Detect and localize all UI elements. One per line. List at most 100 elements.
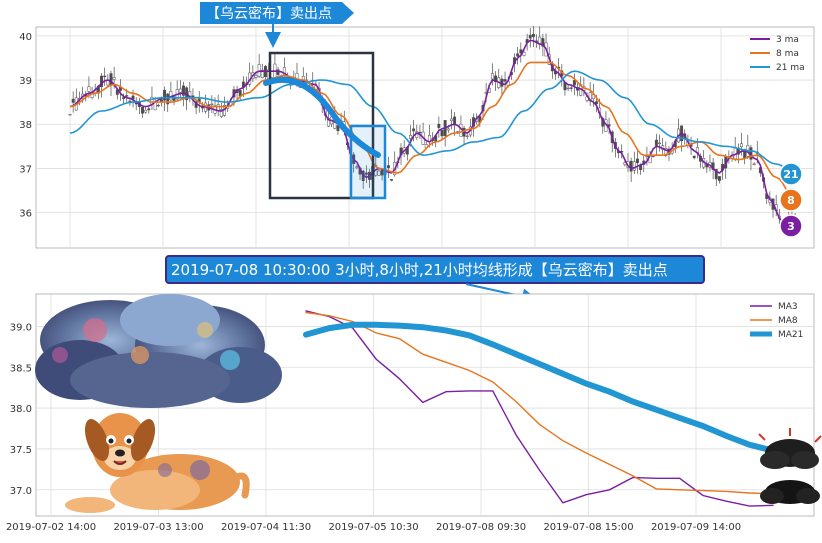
candle-body	[257, 64, 261, 77]
top-legend-label: 3 ma	[776, 35, 799, 45]
candle-body	[595, 101, 598, 105]
top-banner-shape	[200, 2, 354, 24]
candle-body	[531, 34, 535, 38]
bottom-banner-shape	[165, 255, 705, 284]
bottom-x-axis: 2019-07-02 14:00 2019-07-03 13:00 2019-07-…	[6, 522, 741, 533]
candle-body	[465, 135, 469, 137]
top-y-axis: 36 37 38 39 40	[19, 32, 32, 220]
badge-21	[779, 162, 803, 186]
candle-body	[516, 53, 520, 57]
candle-body	[717, 176, 721, 181]
bottom-y-tick-label: 37.5	[10, 445, 32, 456]
candle-body	[166, 93, 170, 105]
candle-body	[494, 75, 498, 83]
bottom-legend-label: MA8	[778, 316, 798, 326]
candle-body	[147, 108, 151, 111]
candle-body	[636, 158, 639, 164]
candle-body	[141, 106, 144, 114]
badge-21-label: 21	[783, 168, 798, 181]
candle-body	[163, 89, 167, 101]
top-legend: 3 ma 8 ma 21 ma	[750, 35, 805, 73]
candle-body	[260, 69, 264, 78]
candle-body	[446, 128, 450, 131]
candle-body	[71, 98, 75, 103]
bottom-x-tick-label: 2019-07-08 09:30	[436, 522, 526, 533]
bottom-legend-label: MA21	[778, 330, 803, 340]
candle-body	[490, 73, 494, 80]
candle-body	[390, 179, 394, 181]
top-legend-label: 8 ma	[776, 49, 799, 59]
top-price-panel: 36 37 38 39 40 【乌云密布】卖出点 3 ma 8 ma 21 ma 21 8	[19, 2, 815, 249]
bottom-line-ma8	[305, 311, 774, 495]
bottom-line-ma21	[303, 321, 776, 454]
candle-body	[412, 128, 416, 132]
candle-body	[125, 95, 129, 97]
candle-body	[740, 143, 743, 148]
top-ma-lines	[69, 39, 796, 223]
top-plot-frame	[35, 26, 815, 249]
bottom-legend-label: MA3	[778, 302, 798, 312]
candle-body	[450, 118, 453, 122]
candle-body	[87, 86, 91, 92]
top-line-ma21	[69, 70, 796, 174]
candle-body	[522, 51, 526, 56]
dog-icon	[65, 413, 250, 513]
top-y-tick-label: 36	[19, 209, 32, 220]
top-y-tick-label: 39	[19, 76, 32, 87]
candle-body	[664, 148, 668, 156]
candle-body	[566, 87, 570, 90]
top-y-tick-label: 37	[19, 164, 32, 175]
top-gridlines	[36, 27, 814, 248]
candle-body	[418, 131, 422, 134]
candle-body	[569, 87, 573, 89]
candle-body	[714, 169, 718, 180]
bottom-y-tick-label: 39.0	[10, 322, 32, 333]
candle-body	[692, 155, 696, 159]
bottom-x-tick-label: 2019-07-03 13:00	[113, 522, 203, 533]
candle-body	[172, 96, 176, 101]
candle-body	[122, 97, 126, 99]
candle-body	[629, 160, 633, 172]
bottom-banner: 2019-07-08 10:30:00 3小时,8小时,21小时均线形成【乌云密…	[165, 255, 705, 305]
candle-body	[632, 161, 636, 171]
candle-body	[254, 75, 258, 78]
storm-cloud-icon	[35, 294, 282, 408]
bottom-x-tick-label: 2019-07-02 14:00	[6, 522, 96, 533]
candle-body	[156, 104, 160, 107]
emphasis-trend-line	[263, 76, 381, 158]
bottom-ma-lines	[303, 310, 776, 507]
bottom-x-tick-label: 2019-07-08 15:00	[543, 522, 633, 533]
candle-body	[219, 109, 223, 117]
candle-body	[572, 80, 576, 86]
candle-body	[377, 170, 381, 176]
candle-body	[437, 123, 441, 128]
bottom-x-tick-label: 2019-07-05 10:30	[328, 522, 418, 533]
candle-body	[440, 129, 444, 137]
bottom-y-axis: 37.0 37.5 38.0 38.5 39.0	[10, 322, 32, 496]
candle-body	[453, 116, 457, 126]
badge-3	[779, 214, 803, 238]
badge-8	[779, 188, 803, 212]
candle-body	[144, 109, 148, 113]
top-y-tick-label: 40	[19, 32, 32, 43]
candle-body	[503, 79, 507, 82]
candle-body	[103, 75, 107, 78]
badge-8-label: 8	[787, 194, 795, 207]
bottom-x-tick-label: 2019-07-09 14:00	[651, 522, 741, 533]
badge-3-label: 3	[787, 220, 795, 233]
candle-body	[100, 75, 103, 88]
top-legend-label: 21 ma	[776, 63, 805, 73]
bottom-banner-text: 2019-07-08 10:30:00 3小时,8小时,21小时均线形成【乌云密…	[171, 261, 668, 279]
candle-body	[364, 172, 368, 175]
top-y-tick-label: 38	[19, 120, 32, 131]
candle-body	[109, 73, 113, 86]
candle-body	[112, 77, 116, 80]
bottom-y-tick-label: 38.0	[10, 404, 32, 415]
bottom-y-tick-label: 37.0	[10, 486, 32, 497]
candle-body	[541, 38, 545, 47]
candle-body	[68, 114, 72, 116]
candle-body	[182, 85, 185, 96]
top-banner: 【乌云密布】卖出点	[200, 2, 354, 48]
ma-badges: 21 8 3	[779, 162, 803, 238]
